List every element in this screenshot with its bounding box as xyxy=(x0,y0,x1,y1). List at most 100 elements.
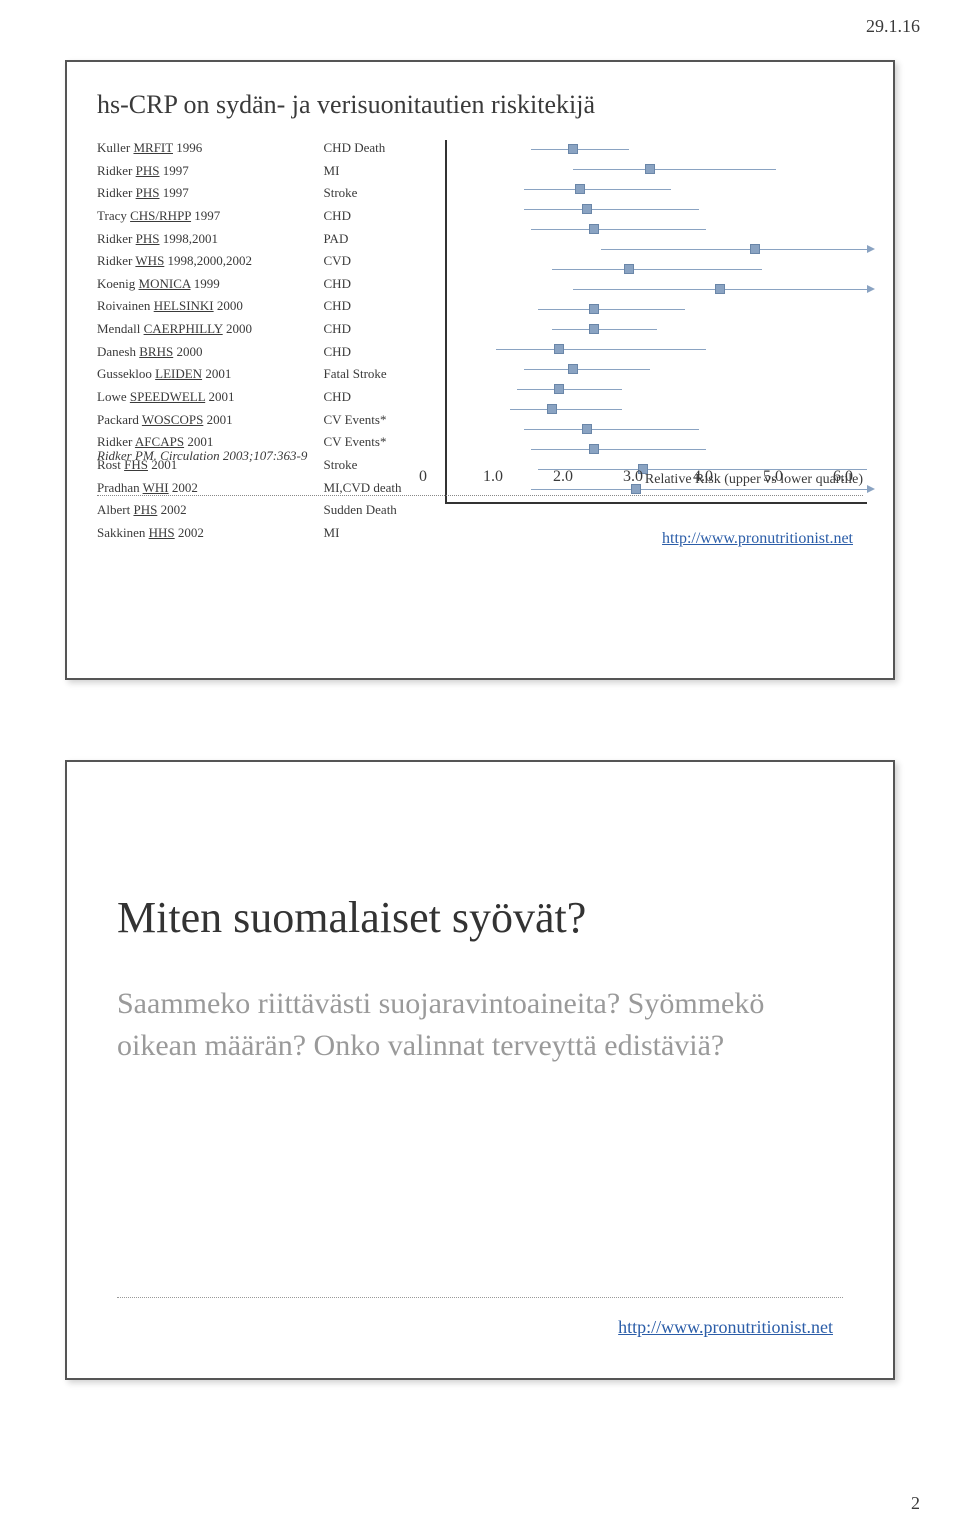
ci-line xyxy=(531,149,629,150)
outcome-cell: CHD xyxy=(318,319,437,342)
outcome-cell: CHD xyxy=(318,387,437,410)
study-cell: Koenig MONICA 1999 xyxy=(97,274,318,297)
outcome-cell: CV Events* xyxy=(318,432,437,455)
rr-marker xyxy=(750,244,760,254)
outcome-cell: CHD Death xyxy=(318,138,437,161)
ci-line xyxy=(531,489,867,490)
ci-line xyxy=(552,329,657,330)
study-cell: Ridker PHS 1997 xyxy=(97,183,318,206)
ci-line xyxy=(531,449,706,450)
rr-marker xyxy=(547,404,557,414)
axis-label: Relative Risk (upper vs lower quartile) xyxy=(645,472,863,488)
slide1-url-link[interactable]: http://www.pronutritionist.net xyxy=(662,530,853,548)
rr-marker xyxy=(645,164,655,174)
study-cell: Ridker WHS 1998,2000,2002 xyxy=(97,251,318,274)
x-tick-label: 2.0 xyxy=(543,468,583,486)
ci-line xyxy=(573,169,776,170)
table-row: Koenig MONICA 1999CHD xyxy=(97,274,437,297)
outcome-cell: Fatal Stroke xyxy=(318,364,437,387)
ci-line xyxy=(524,209,699,210)
study-list: Kuller MRFIT 1996CHD DeathRidker PHS 199… xyxy=(97,138,437,546)
table-row: Sakkinen HHS 2002MI xyxy=(97,523,437,546)
study-cell: Mendall CAERPHILLY 2000 xyxy=(97,319,318,342)
study-cell: Roivainen HELSINKI 2000 xyxy=(97,296,318,319)
study-cell: Ridker PHS 1998,2001 xyxy=(97,229,318,252)
outcome-cell: CHD xyxy=(318,296,437,319)
outcome-cell: CHD xyxy=(318,342,437,365)
outcome-cell: CHD xyxy=(318,206,437,229)
ci-line xyxy=(496,349,706,350)
study-cell: Danesh BRHS 2000 xyxy=(97,342,318,365)
rr-marker xyxy=(582,424,592,434)
ci-arrow-icon xyxy=(867,285,875,293)
study-cell: Kuller MRFIT 1996 xyxy=(97,138,318,161)
table-row: Ridker WHS 1998,2000,2002CVD xyxy=(97,251,437,274)
outcome-cell: CHD xyxy=(318,274,437,297)
study-cell: Pradhan WHI 2002 xyxy=(97,478,318,501)
table-row: Mendall CAERPHILLY 2000CHD xyxy=(97,319,437,342)
rr-marker xyxy=(589,324,599,334)
table-row: Ridker PHS 1997Stroke xyxy=(97,183,437,206)
ci-arrow-icon xyxy=(867,485,875,493)
table-row: Roivainen HELSINKI 2000CHD xyxy=(97,296,437,319)
table-row: Pradhan WHI 2002MI,CVD death xyxy=(97,478,437,501)
rr-marker xyxy=(715,284,725,294)
ci-line xyxy=(524,429,699,430)
ci-line xyxy=(538,309,685,310)
table-row: Lowe SPEEDWELL 2001CHD xyxy=(97,387,437,410)
ci-line xyxy=(510,409,622,410)
x-axis-line xyxy=(447,502,867,504)
ci-arrow-icon xyxy=(867,245,875,253)
table-row: Ridker PHS 1997MI xyxy=(97,161,437,184)
slide2-title: Miten suomalaiset syövät? xyxy=(117,892,843,943)
study-cell: Tracy CHS/RHPP 1997 xyxy=(97,206,318,229)
ci-line xyxy=(524,189,671,190)
table-row: Packard WOSCOPS 2001CV Events* xyxy=(97,410,437,433)
slide-forest-plot: hs-CRP on sydän- ja verisuonitautien ris… xyxy=(65,60,895,680)
rr-marker xyxy=(589,444,599,454)
table-row: Kuller MRFIT 1996CHD Death xyxy=(97,138,437,161)
outcome-cell: PAD xyxy=(318,229,437,252)
rr-marker xyxy=(554,384,564,394)
citation: Ridker PM. Circulation 2003;107:363-9 xyxy=(97,448,307,464)
study-cell: Sakkinen HHS 2002 xyxy=(97,523,318,546)
study-cell: Lowe SPEEDWELL 2001 xyxy=(97,387,318,410)
study-cell: Packard WOSCOPS 2001 xyxy=(97,410,318,433)
study-cell: Ridker PHS 1997 xyxy=(97,161,318,184)
study-cell: Gussekloo LEIDEN 2001 xyxy=(97,364,318,387)
ci-line xyxy=(517,389,622,390)
slide-title: Miten suomalaiset syövät? Saammeko riitt… xyxy=(65,760,895,1380)
outcome-cell: Sudden Death xyxy=(318,500,437,523)
ci-line xyxy=(531,229,706,230)
slide1-title: hs-CRP on sydän- ja verisuonitautien ris… xyxy=(67,62,893,132)
x-tick-label: 0 xyxy=(403,468,443,486)
rr-marker xyxy=(624,264,634,274)
rr-marker xyxy=(554,344,564,354)
slide2-subtitle: Saammeko riittävästi suojaravintoaineita… xyxy=(117,983,843,1067)
page-number: 2 xyxy=(911,1493,920,1514)
slide2-divider xyxy=(117,1297,843,1298)
outcome-cell: MI xyxy=(318,161,437,184)
forest-plot-inner xyxy=(445,140,865,504)
slide2-url-link[interactable]: http://www.pronutritionist.net xyxy=(618,1317,833,1338)
table-row: Tracy CHS/RHPP 1997CHD xyxy=(97,206,437,229)
rr-marker xyxy=(575,184,585,194)
table-row: Ridker PHS 1998,2001PAD xyxy=(97,229,437,252)
outcome-cell: CVD xyxy=(318,251,437,274)
rr-marker xyxy=(589,304,599,314)
x-tick-label: 1.0 xyxy=(473,468,513,486)
ci-line xyxy=(524,369,650,370)
outcome-cell: Stroke xyxy=(318,183,437,206)
study-cell: Albert PHS 2002 xyxy=(97,500,318,523)
outcome-cell: MI xyxy=(318,523,437,546)
table-row: Danesh BRHS 2000CHD xyxy=(97,342,437,365)
rr-marker xyxy=(568,364,578,374)
divider xyxy=(97,495,863,496)
rr-marker xyxy=(568,144,578,154)
table-row: Albert PHS 2002Sudden Death xyxy=(97,500,437,523)
ci-line xyxy=(601,249,867,250)
rr-marker xyxy=(582,204,592,214)
table-row: Gussekloo LEIDEN 2001Fatal Stroke xyxy=(97,364,437,387)
outcome-cell: CV Events* xyxy=(318,410,437,433)
ci-line xyxy=(552,269,762,270)
